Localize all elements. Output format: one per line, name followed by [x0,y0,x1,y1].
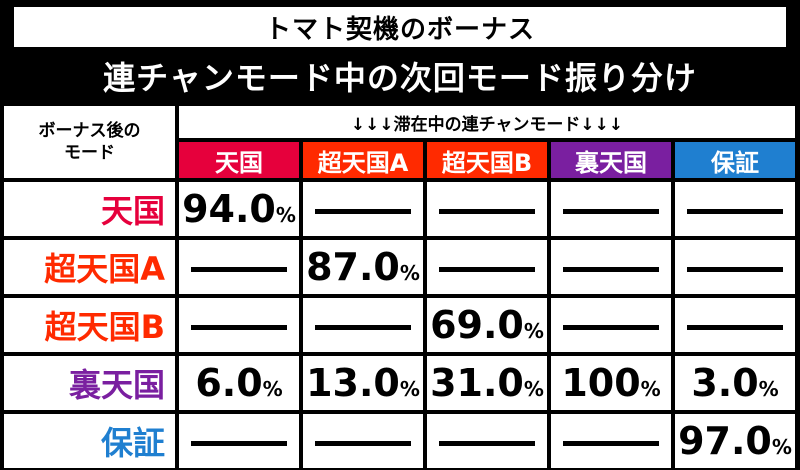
row-header-4: 保証 [2,412,177,470]
cell-value: 6.0% [195,361,282,405]
table-cell [425,180,549,238]
percent-sign: % [523,319,544,343]
table-cell [549,238,673,296]
column-header-2: 超天国B [425,140,549,180]
dash-mark [563,267,659,272]
dash-mark [315,441,411,446]
table-cell [425,412,549,470]
cell-value: 94.0% [182,187,296,231]
table-cell: 94.0% [177,180,301,238]
table-cell [177,296,301,354]
percent-sign: % [399,261,420,285]
cell-value: 3.0% [691,361,778,405]
table-row: 裏天国 6.0% 13.0% 31.0% 100% 3.0% [2,354,797,412]
table-cell [673,296,797,354]
column-header-1: 超天国A [301,140,425,180]
corner-label-line1: ボーナス後の [38,121,141,141]
table-cell [425,238,549,296]
percent-number: 3.0 [691,361,759,405]
table-row: 保証 97.0% [2,412,797,470]
dash-mark [687,267,783,272]
table-cell: 87.0% [301,238,425,296]
title-bar: トマト契機のボーナス [0,0,800,50]
percent-sign: % [758,377,779,401]
dash-mark [563,325,659,330]
table-cell [673,180,797,238]
column-header-row: 天国 超天国A 超天国B 裏天国 保証 [2,140,797,180]
cell-value: 69.0% [430,303,544,347]
column-header-0: 天国 [177,140,301,180]
dash-mark [191,441,287,446]
percent-number: 69.0 [430,303,524,347]
table-row: 天国 94.0% [2,180,797,238]
cell-value: 87.0% [306,245,420,289]
table-cell: 100% [549,354,673,412]
table-cell: 13.0% [301,354,425,412]
percent-number: 13.0 [306,361,400,405]
percent-sign: % [262,377,283,401]
dash-mark [687,209,783,214]
table-cell [301,180,425,238]
dash-mark [439,209,535,214]
row-header-1: 超天国A [2,238,177,296]
corner-header: ボーナス後の モード [2,104,177,180]
percent-sign: % [771,435,792,459]
dash-mark [439,441,535,446]
cell-value: 13.0% [306,361,420,405]
cell-value: 100% [561,361,660,405]
percent-sign: % [640,377,661,401]
percent-number: 6.0 [195,361,263,405]
cell-value: 31.0% [430,361,544,405]
table-cell [177,238,301,296]
dash-mark [687,325,783,330]
corner-label-line2: モード [64,143,115,163]
column-group-label: ↓↓↓滞在中の連チャンモード↓↓↓ [177,104,797,140]
percent-number: 94.0 [182,187,276,231]
dash-mark [191,325,287,330]
page-subtitle: 連チャンモード中の次回モード振り分け [103,59,697,97]
page-title: トマト契機のボーナス [14,7,786,47]
dash-mark [315,325,411,330]
percent-number: 97.0 [678,419,772,463]
cell-value: 97.0% [678,419,792,463]
table-cell: 97.0% [673,412,797,470]
percent-sign: % [275,203,296,227]
table-cell [301,412,425,470]
table-row: 超天国B 69.0% [2,296,797,354]
table-cell [549,296,673,354]
dash-mark [315,209,411,214]
table-cell [549,412,673,470]
dash-mark [563,441,659,446]
dash-mark [439,267,535,272]
mode-distribution-table: ボーナス後の モード ↓↓↓滞在中の連チャンモード↓↓↓ 天国 超天国A 超天国B 裏… [2,104,797,470]
column-header-4: 保証 [673,140,797,180]
column-header-3: 裏天国 [549,140,673,180]
table-cell [301,296,425,354]
percent-sign: % [523,377,544,401]
table-cell: 31.0% [425,354,549,412]
row-header-2: 超天国B [2,296,177,354]
table-cell: 69.0% [425,296,549,354]
dash-mark [191,267,287,272]
row-header-0: 天国 [2,180,177,238]
dash-mark [563,209,659,214]
table-cell [177,412,301,470]
percent-number: 31.0 [430,361,524,405]
table-cell [549,180,673,238]
percent-number: 87.0 [306,245,400,289]
row-header-3: 裏天国 [2,354,177,412]
percent-number: 100 [561,361,641,405]
table-cell [673,238,797,296]
percent-sign: % [399,377,420,401]
table-cell: 3.0% [673,354,797,412]
table-row: 超天国A 87.0% [2,238,797,296]
table-cell: 6.0% [177,354,301,412]
